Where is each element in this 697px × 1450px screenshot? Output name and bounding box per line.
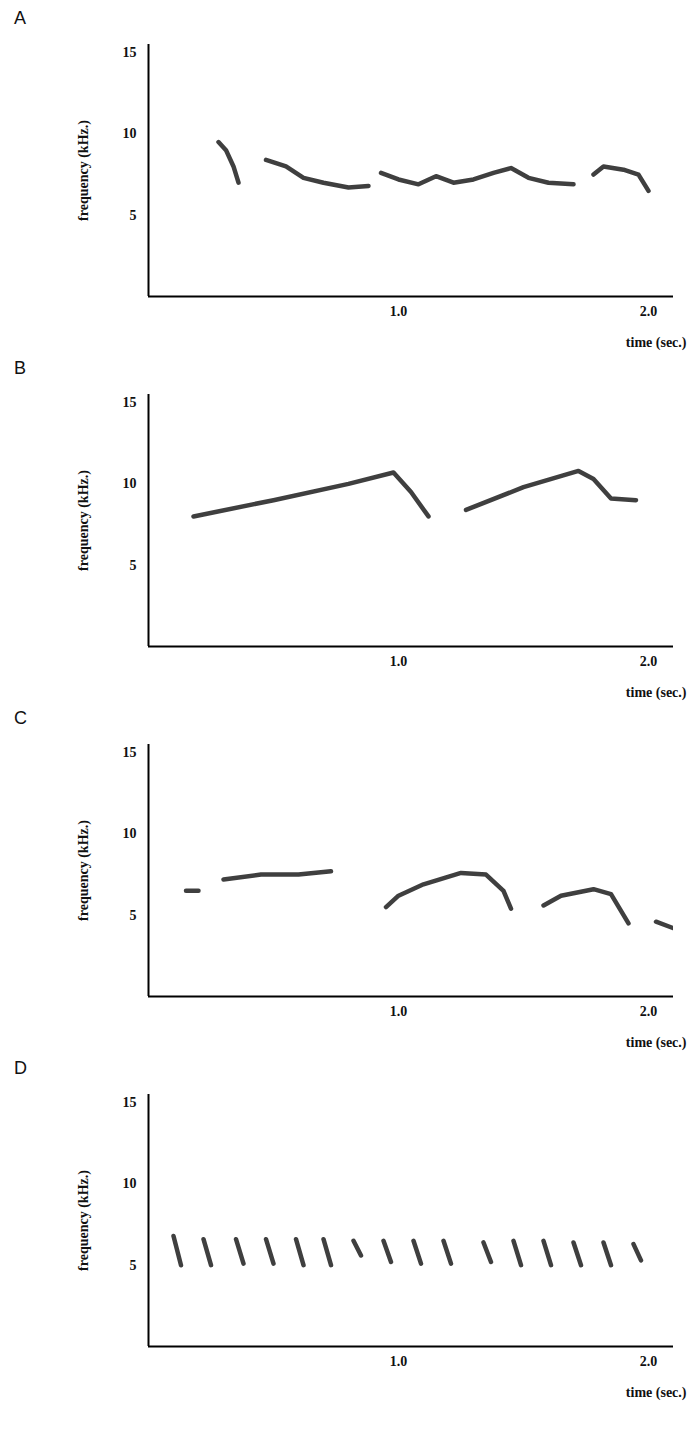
svg-text:1.0: 1.0 [390,304,408,319]
svg-text:frequency (kHz.): frequency (kHz.) [76,120,92,221]
svg-text:15: 15 [123,745,137,760]
svg-text:10: 10 [123,476,137,491]
svg-text:time (sec.): time (sec.) [626,1385,687,1401]
svg-text:10: 10 [123,826,137,841]
svg-text:frequency (kHz.): frequency (kHz.) [76,470,92,571]
svg-text:15: 15 [123,1095,137,1110]
html-text:B: B [14,358,26,378]
svg-text:1.0: 1.0 [390,654,408,669]
svg-text:2.0: 2.0 [640,654,658,669]
svg-text:2.0: 2.0 [640,304,658,319]
svg-text:time (sec.): time (sec.) [626,1035,687,1051]
svg-text:frequency (kHz.): frequency (kHz.) [76,820,92,921]
html-text:A: A [14,8,26,28]
svg-text:2.0: 2.0 [640,1354,658,1369]
svg-text:1.0: 1.0 [390,1004,408,1019]
svg-text:time (sec.): time (sec.) [626,685,687,701]
svg-text:10: 10 [123,1176,137,1191]
svg-text:1.0: 1.0 [390,1354,408,1369]
html-text:C: C [14,708,27,728]
svg-text:5: 5 [130,558,137,573]
svg-text:frequency (kHz.): frequency (kHz.) [76,1170,92,1271]
svg-text:5: 5 [130,1258,137,1273]
svg-text:5: 5 [130,908,137,923]
svg-text:time (sec.): time (sec.) [626,335,687,351]
html-text:D: D [14,1058,27,1078]
svg-text:10: 10 [123,126,137,141]
svg-text:5: 5 [130,208,137,223]
svg-text:2.0: 2.0 [640,1004,658,1019]
svg-text:15: 15 [123,45,137,60]
svg-text:15: 15 [123,395,137,410]
